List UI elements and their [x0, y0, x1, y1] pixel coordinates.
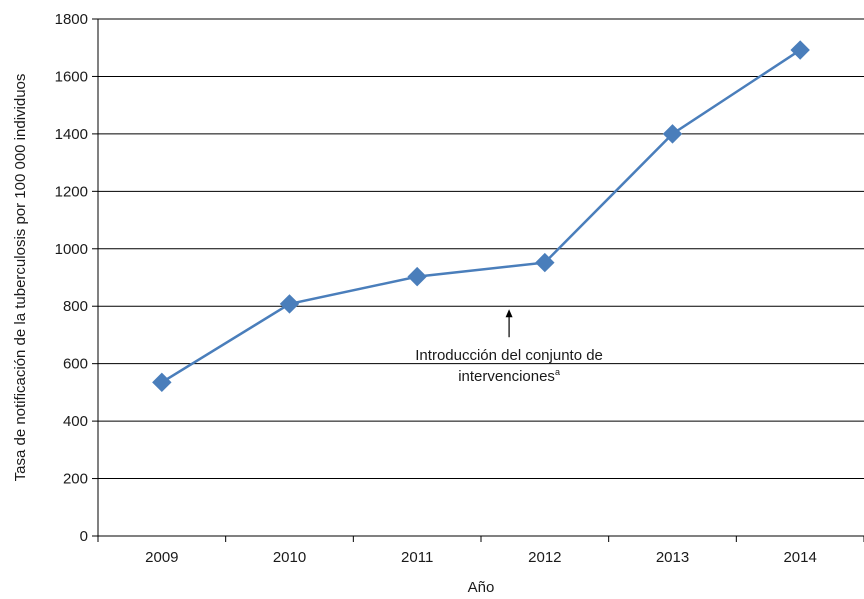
- annotation: Introducción del conjunto de intervencio…: [415, 309, 603, 385]
- y-tick-label: 200: [63, 471, 88, 488]
- gridlines: [92, 18, 864, 537]
- y-axis-title: Tasa de notificación de la tuberculosis …: [12, 74, 29, 482]
- series-markers: [152, 40, 810, 393]
- axes: [97, 19, 864, 542]
- y-tick-label: 600: [63, 356, 88, 373]
- series-line-path: [161, 48, 801, 384]
- y-tick-label: 1400: [55, 126, 88, 143]
- x-tick-label: 2011: [401, 549, 433, 566]
- y-tick-label: 800: [63, 298, 88, 315]
- x-tick-labels: 2009 2010 2011 2012 2013 2014: [145, 549, 817, 566]
- x-tick-label: 2012: [528, 549, 561, 566]
- data-point: [535, 252, 555, 273]
- annotation-line-2: intervencionesa: [458, 367, 560, 385]
- x-tick-label: 2013: [656, 549, 689, 566]
- annotation-arrowhead: [505, 309, 513, 318]
- y-tick-label: 0: [80, 528, 88, 545]
- x-tick-label: 2009: [145, 549, 178, 566]
- x-tick-label: 2014: [783, 549, 816, 566]
- y-tick-label: 1200: [55, 183, 88, 200]
- y-tick-label: 1800: [55, 11, 88, 28]
- data-point: [279, 294, 300, 314]
- data-point: [407, 266, 427, 287]
- series-line: [161, 48, 801, 384]
- annotation-line-2-text: intervenciones: [458, 368, 555, 385]
- x-axis-title: Año: [468, 579, 495, 596]
- annotation-superscript: a: [555, 367, 560, 377]
- y-tick-labels: 0 200 400 600 800 1000 1200 1400 1600 1800: [55, 11, 88, 545]
- y-tick-label: 1600: [55, 68, 88, 85]
- x-tick-label: 2010: [273, 549, 306, 566]
- y-tick-label: 400: [63, 413, 88, 430]
- y-tick-label: 1000: [55, 241, 88, 258]
- data-point: [152, 372, 172, 393]
- annotation-line-1: Introducción del conjunto de: [415, 347, 603, 364]
- data-point: [790, 40, 810, 60]
- data-point: [662, 124, 683, 144]
